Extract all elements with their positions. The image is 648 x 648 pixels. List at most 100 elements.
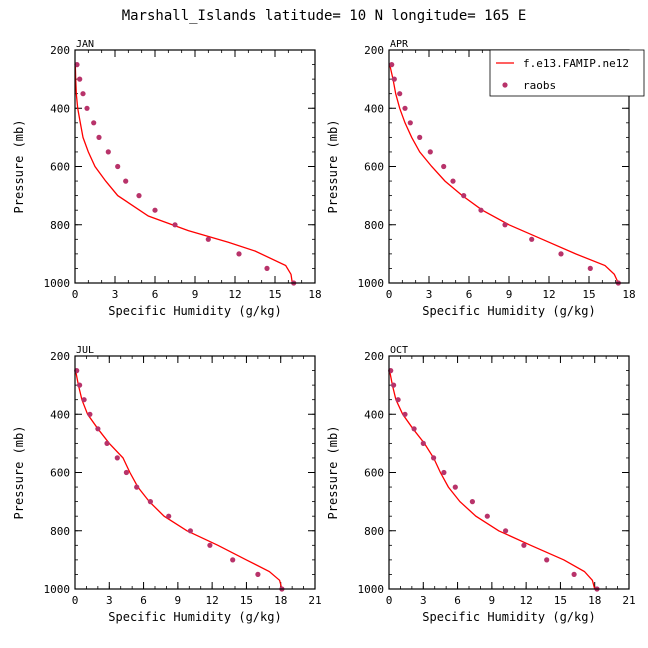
x-tick-label: 21	[622, 594, 635, 607]
x-tick-label: 15	[268, 288, 281, 301]
raobs-point	[166, 513, 172, 519]
raobs-point	[207, 542, 213, 548]
raobs-point	[77, 382, 83, 388]
plot-frame	[388, 355, 630, 590]
raobs-point	[205, 236, 211, 242]
raobs-point	[402, 105, 408, 111]
raobs-point	[391, 382, 397, 388]
raobs-point	[236, 251, 242, 257]
legend-box	[489, 49, 645, 97]
x-tick-label: 12	[206, 594, 219, 607]
panel-label: JAN	[76, 39, 94, 50]
x-tick-label: 9	[192, 288, 199, 301]
raobs-point	[80, 91, 86, 97]
y-tick-label: 200	[50, 44, 70, 57]
figure-title: Marshall_Islands latitude= 10 N longitud…	[122, 8, 527, 24]
raobs-point	[397, 91, 403, 97]
raobs-point	[420, 440, 426, 446]
panel-jan: 0 3 6 9 12 15 18 200 400 600 800 1000 JAN Specific Hu…	[12, 39, 322, 318]
legend-point-swatch	[502, 82, 508, 88]
x-tick-label: 9	[506, 288, 513, 301]
raobs-point	[123, 469, 129, 476]
y-tick-label: 1000	[358, 277, 385, 290]
raobs-point	[84, 105, 90, 111]
x-tick-label: 18	[308, 288, 321, 301]
y-tick-label: 1000	[44, 583, 71, 596]
raobs-point	[230, 557, 236, 563]
y-tick-label: 600	[50, 161, 70, 174]
x-tick-label: 12	[520, 594, 533, 607]
x-tick-label: 3	[426, 288, 433, 301]
x-tick-label: 0	[386, 288, 393, 301]
y-tick-label: 1000	[44, 277, 71, 290]
y-tick-label: 200	[364, 44, 384, 57]
x-tick-label: 0	[386, 594, 393, 607]
raobs-point	[407, 120, 413, 126]
raobs-point	[91, 120, 97, 126]
x-tick-label: 0	[72, 288, 79, 301]
raobs-point	[395, 397, 401, 403]
x-tick-label: 18	[622, 288, 635, 301]
raobs-point	[441, 163, 447, 170]
x-tick-label: 12	[542, 288, 555, 301]
legend: f.e13.FAMIP.ne12 raobs	[489, 49, 645, 97]
x-tick-label: 18	[274, 594, 287, 607]
x-tick-label: 9	[175, 594, 182, 607]
plot-frame	[74, 49, 316, 284]
plot-frame	[74, 355, 316, 590]
raobs-point	[431, 455, 437, 461]
raobs-point	[558, 251, 564, 257]
x-tick-label: 6	[454, 594, 461, 607]
y-tick-label: 400	[50, 102, 70, 115]
raobs-point	[255, 571, 261, 578]
raobs-point	[417, 134, 423, 140]
raobs-point	[411, 426, 417, 432]
y-tick-label: 600	[364, 161, 384, 174]
y-tick-label: 800	[364, 525, 384, 538]
y-tick-label: 400	[364, 102, 384, 115]
raobs-point	[114, 455, 120, 461]
y-tick-label: 600	[364, 467, 384, 480]
panel-jul: 0 3 6 9 12 15 18 21 200 400 600 800 1000 JUL Specific …	[12, 345, 322, 624]
raobs-point	[461, 193, 467, 199]
raobs-point	[427, 149, 433, 155]
raobs-point	[74, 62, 80, 68]
model-line-oct	[388, 370, 596, 590]
x-tick-label: 3	[112, 288, 119, 301]
y-tick-label: 200	[50, 350, 70, 363]
y-tick-label: 200	[364, 350, 384, 363]
model-line-apr	[389, 64, 619, 284]
raobs-point	[104, 440, 110, 446]
x-tick-label: 12	[228, 288, 241, 301]
y-axis-label: Pressure (mb)	[326, 120, 340, 214]
raobs-point	[389, 62, 395, 68]
raobs-point	[502, 222, 508, 228]
raobs-point	[105, 149, 111, 155]
x-axis-label: Specific Humidity (g/kg)	[422, 610, 595, 624]
y-tick-label: 400	[364, 408, 384, 421]
y-tick-label: 600	[50, 467, 70, 480]
x-tick-label: 6	[140, 594, 147, 607]
x-tick-label: 15	[582, 288, 595, 301]
legend-label-model: f.e13.FAMIP.ne12	[523, 57, 629, 70]
y-tick-label: 800	[364, 219, 384, 232]
x-axis-label: Specific Humidity (g/kg)	[108, 610, 281, 624]
y-tick-label: 400	[50, 408, 70, 421]
raobs-point	[587, 265, 593, 271]
y-axis-label: Pressure (mb)	[12, 426, 26, 520]
x-tick-label: 18	[588, 594, 601, 607]
raobs-point	[81, 397, 87, 403]
panel-label: JUL	[76, 345, 94, 356]
panel-label: APR	[390, 39, 409, 50]
raobs-point	[450, 178, 456, 184]
x-tick-label: 6	[152, 288, 159, 301]
raobs-point	[136, 193, 142, 199]
x-tick-label: 15	[554, 594, 567, 607]
raobs-point	[187, 528, 193, 534]
raobs-point	[544, 557, 550, 563]
x-axis-label: Specific Humidity (g/kg)	[108, 304, 281, 318]
model-line-jul	[74, 370, 283, 590]
raobs-point	[264, 265, 270, 271]
